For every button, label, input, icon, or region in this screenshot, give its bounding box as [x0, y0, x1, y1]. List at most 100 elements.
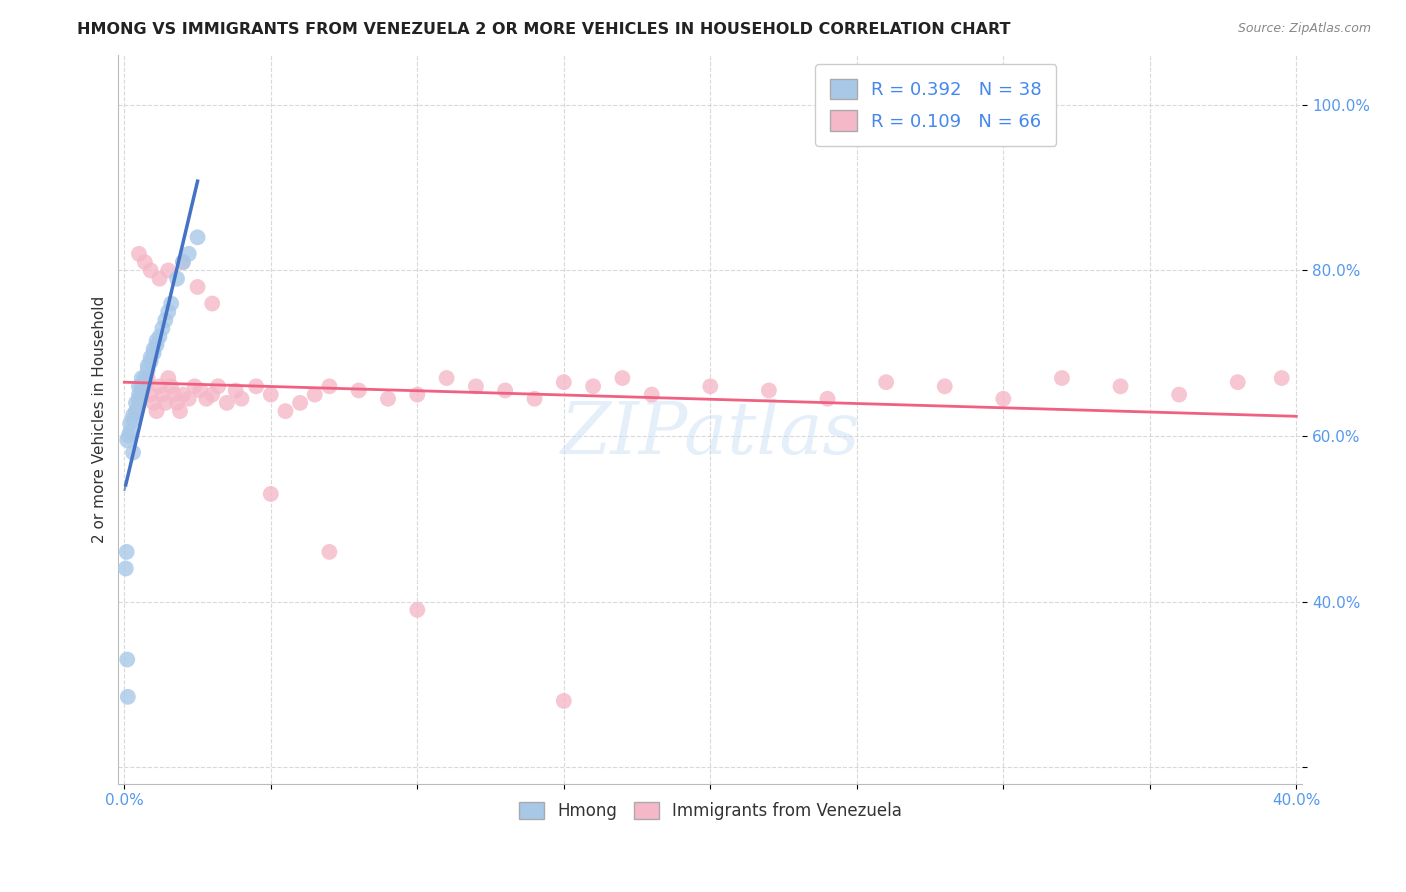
Point — [163, 387, 186, 401]
Point — [136, 359, 159, 373]
Point — [1168, 387, 1191, 401]
Point — [142, 342, 165, 356]
Point — [136, 363, 159, 377]
Point — [134, 255, 156, 269]
Point — [464, 379, 486, 393]
Point — [120, 417, 142, 431]
Point — [172, 387, 194, 401]
Point — [993, 392, 1015, 406]
Point — [225, 384, 247, 398]
Point — [183, 379, 205, 393]
Point — [134, 371, 156, 385]
Point — [641, 387, 664, 401]
Point — [120, 425, 142, 439]
Point — [128, 396, 150, 410]
Point — [195, 392, 218, 406]
Point — [155, 313, 177, 327]
Point — [139, 387, 162, 401]
Point — [131, 384, 153, 398]
Point — [136, 371, 159, 385]
Point — [177, 247, 200, 261]
Text: Source: ZipAtlas.com: Source: ZipAtlas.com — [1237, 22, 1371, 36]
Point — [553, 694, 575, 708]
Point — [128, 392, 150, 406]
Point — [318, 379, 340, 393]
Point — [169, 404, 191, 418]
Point — [304, 387, 326, 401]
Point — [122, 409, 145, 423]
Point — [172, 255, 194, 269]
Point — [817, 392, 839, 406]
Point — [1271, 371, 1294, 385]
Point — [875, 375, 897, 389]
Point — [245, 379, 267, 393]
Point — [553, 375, 575, 389]
Point — [1109, 379, 1132, 393]
Point — [150, 387, 173, 401]
Point — [190, 384, 212, 398]
Point — [114, 561, 136, 575]
Point — [125, 404, 148, 418]
Point — [288, 396, 311, 410]
Point — [115, 433, 138, 447]
Point — [155, 396, 177, 410]
Point — [406, 387, 429, 401]
Point — [494, 384, 516, 398]
Point — [172, 255, 194, 269]
Text: HMONG VS IMMIGRANTS FROM VENEZUELA 2 OR MORE VEHICLES IN HOUSEHOLD CORRELATION C: HMONG VS IMMIGRANTS FROM VENEZUELA 2 OR … — [77, 22, 1011, 37]
Point — [187, 280, 209, 294]
Point — [150, 321, 173, 335]
Point — [260, 387, 283, 401]
Point — [1050, 371, 1073, 385]
Point — [406, 603, 429, 617]
Point — [166, 271, 188, 285]
Point — [347, 384, 370, 398]
Point — [157, 305, 180, 319]
Point — [231, 392, 253, 406]
Point — [148, 379, 170, 393]
Point — [201, 387, 224, 401]
Point — [128, 247, 150, 261]
Point — [260, 487, 283, 501]
Y-axis label: 2 or more Vehicles in Household: 2 or more Vehicles in Household — [93, 296, 107, 543]
Point — [157, 371, 180, 385]
Point — [148, 271, 170, 285]
Point — [125, 404, 148, 418]
Point — [166, 396, 188, 410]
Point — [115, 545, 138, 559]
Point — [128, 379, 150, 393]
Point — [436, 371, 458, 385]
Text: ZIPatlas: ZIPatlas — [561, 399, 860, 469]
Point — [148, 329, 170, 343]
Point — [758, 384, 780, 398]
Point — [582, 379, 605, 393]
Point — [131, 379, 153, 393]
Point — [377, 392, 399, 406]
Point — [215, 396, 238, 410]
Point — [207, 379, 229, 393]
Point — [177, 392, 200, 406]
Point — [274, 404, 297, 418]
Point — [699, 379, 721, 393]
Point — [612, 371, 634, 385]
Point — [117, 690, 139, 704]
Point — [142, 346, 165, 360]
Legend: Hmong, Immigrants from Venezuela: Hmong, Immigrants from Venezuela — [512, 795, 908, 826]
Point — [201, 296, 224, 310]
Point — [142, 396, 165, 410]
Point — [1226, 375, 1249, 389]
Point — [934, 379, 956, 393]
Point — [122, 445, 145, 459]
Point — [523, 392, 546, 406]
Point — [157, 263, 180, 277]
Point — [160, 296, 183, 310]
Point — [139, 354, 162, 368]
Point — [145, 404, 167, 418]
Point — [118, 429, 141, 443]
Point — [131, 387, 153, 401]
Point — [187, 230, 209, 244]
Point — [134, 375, 156, 389]
Point — [139, 351, 162, 365]
Point — [115, 652, 138, 666]
Point — [122, 412, 145, 426]
